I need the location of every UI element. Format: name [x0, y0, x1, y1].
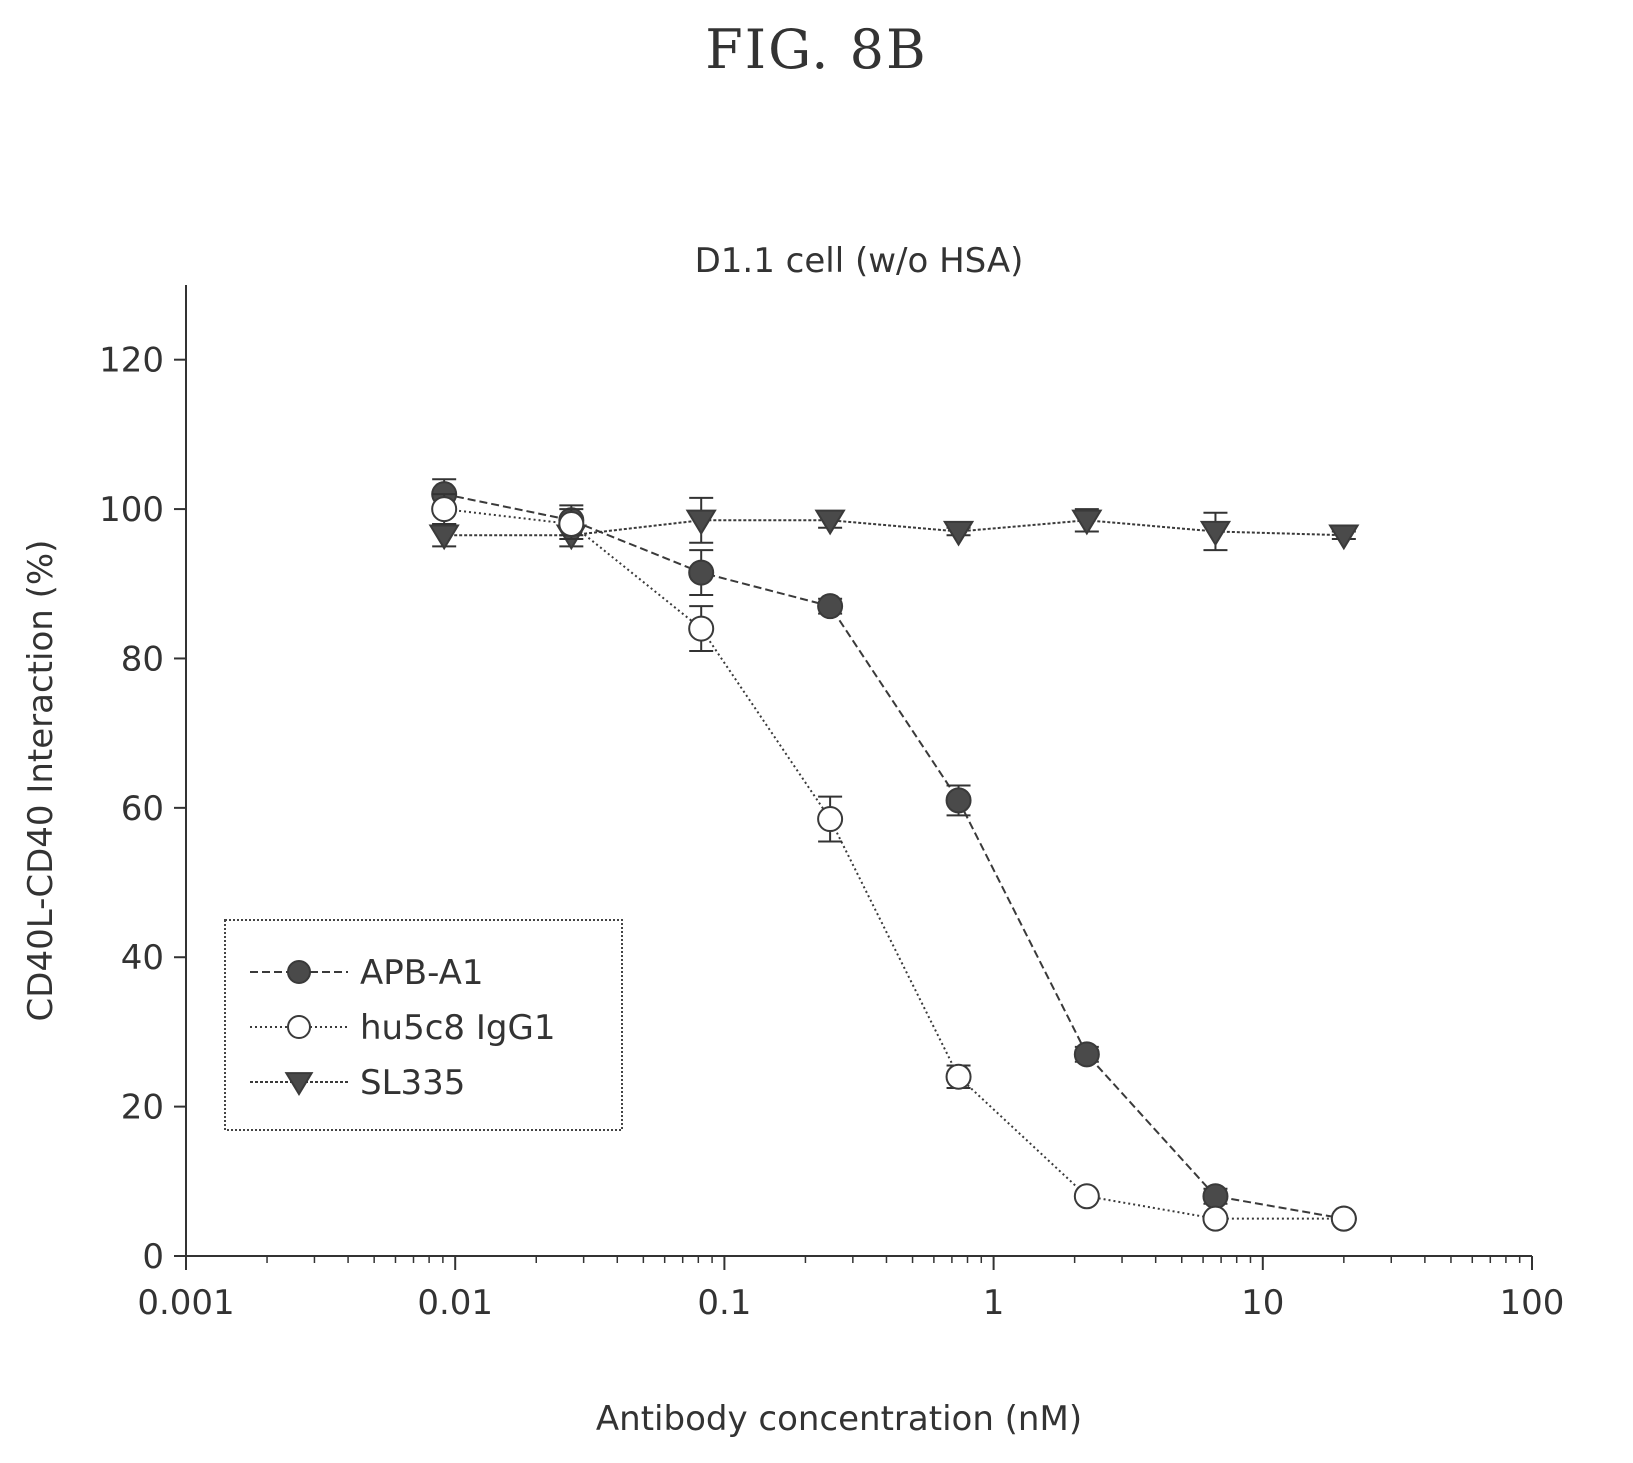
data-point	[945, 1063, 972, 1090]
y-tick-label: 20	[121, 1088, 164, 1128]
y-tick-label: 80	[121, 639, 164, 679]
series-line	[444, 508, 1344, 1220]
data-point	[431, 496, 458, 523]
data-point	[817, 806, 844, 833]
data-point	[1073, 1041, 1100, 1068]
data-point	[1199, 520, 1232, 547]
x-tick-label: 0.01	[417, 1283, 493, 1323]
data-point	[814, 509, 846, 536]
legend-entry: SL335	[250, 1063, 465, 1103]
data-point	[428, 524, 460, 551]
legend-label: APB-A1	[360, 953, 484, 993]
data-point	[1202, 1205, 1229, 1232]
x-tick-label: 10	[1241, 1283, 1284, 1323]
legend-label: hu5c8 IgG1	[360, 1008, 555, 1048]
data-point	[688, 615, 715, 642]
legend-marker	[284, 1072, 314, 1096]
legend-entry: hu5c8 IgG1	[250, 1008, 555, 1048]
data-point	[817, 593, 844, 620]
legend-label: SL335	[360, 1063, 465, 1103]
y-tick-label: 40	[121, 938, 164, 978]
legend-entry: APB-A1	[250, 953, 484, 993]
data-point	[1073, 1183, 1100, 1210]
data-point	[1330, 1205, 1357, 1232]
series-line	[444, 519, 1344, 537]
legend-marker	[287, 960, 311, 984]
y-tick-label: 60	[121, 789, 164, 829]
figure-label: FIG. 8B	[705, 18, 928, 81]
data-point	[558, 511, 585, 538]
data-point	[945, 787, 972, 814]
data-point	[688, 559, 715, 586]
legend-marker	[287, 1015, 311, 1039]
data-point	[1328, 524, 1360, 551]
series-hu5c8-igg1	[431, 493, 1357, 1232]
chart-title: D1.1 cell (w/o HSA)	[695, 241, 1024, 281]
x-tick-label: 1	[983, 1283, 1005, 1323]
axes: 0 20 40 60 80 100 120 0.001 0.01 0.1 1 10 100	[99, 285, 1564, 1323]
y-tick-label: 120	[99, 341, 164, 381]
x-axis-title: Antibody concentration (nM)	[596, 1399, 1082, 1439]
x-tick-label: 100	[1500, 1283, 1565, 1323]
legend: APB-A1 hu5c8 IgG1 SL335	[224, 919, 623, 1131]
series-line	[443, 493, 1345, 1220]
x-tick-label: 0.1	[697, 1283, 751, 1323]
y-tick-label: 100	[99, 490, 164, 530]
plot-series	[428, 478, 1360, 1232]
data-point	[685, 509, 717, 536]
data-point	[1071, 509, 1103, 536]
y-tick-label: 0	[142, 1237, 164, 1277]
data-point	[1202, 1183, 1229, 1210]
x-tick-label: 0.001	[137, 1283, 234, 1323]
data-point	[942, 520, 975, 547]
y-axis-title: CD40L-CD40 Interaction (%)	[21, 540, 61, 1022]
